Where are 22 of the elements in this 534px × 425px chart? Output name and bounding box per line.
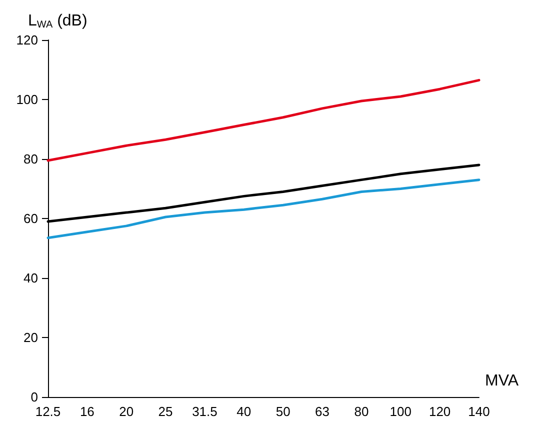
x-tick-label: 40 [236, 404, 252, 419]
x-tick-label: 16 [80, 404, 94, 419]
y-tick-label: 40 [24, 270, 38, 286]
x-tick-label: 120 [428, 404, 451, 419]
y-tick-label: 100 [16, 92, 38, 107]
x-tick-label: 80 [354, 404, 369, 419]
x-tick-label: 20 [119, 404, 134, 419]
line-series [46, 78, 480, 162]
y-tick-label: 20 [24, 330, 38, 345]
y-tick-label: 60 [24, 211, 38, 226]
x-tick-label: 31.5 [192, 404, 218, 419]
y-tick-label: 0 [30, 390, 38, 404]
x-tick-label: 12.5 [35, 404, 61, 419]
line-series [46, 178, 480, 240]
x-tick-label: 140 [468, 404, 490, 419]
y-tick-label: 80 [24, 152, 38, 166]
x-axis-title: MVA [485, 372, 519, 390]
y-tick-label: 120 [16, 32, 38, 48]
x-tick-label: 100 [390, 404, 412, 419]
x-tick-label: 25 [158, 404, 173, 419]
x-tick-label: 50 [276, 404, 290, 419]
x-tick-label: 63 [315, 404, 330, 419]
